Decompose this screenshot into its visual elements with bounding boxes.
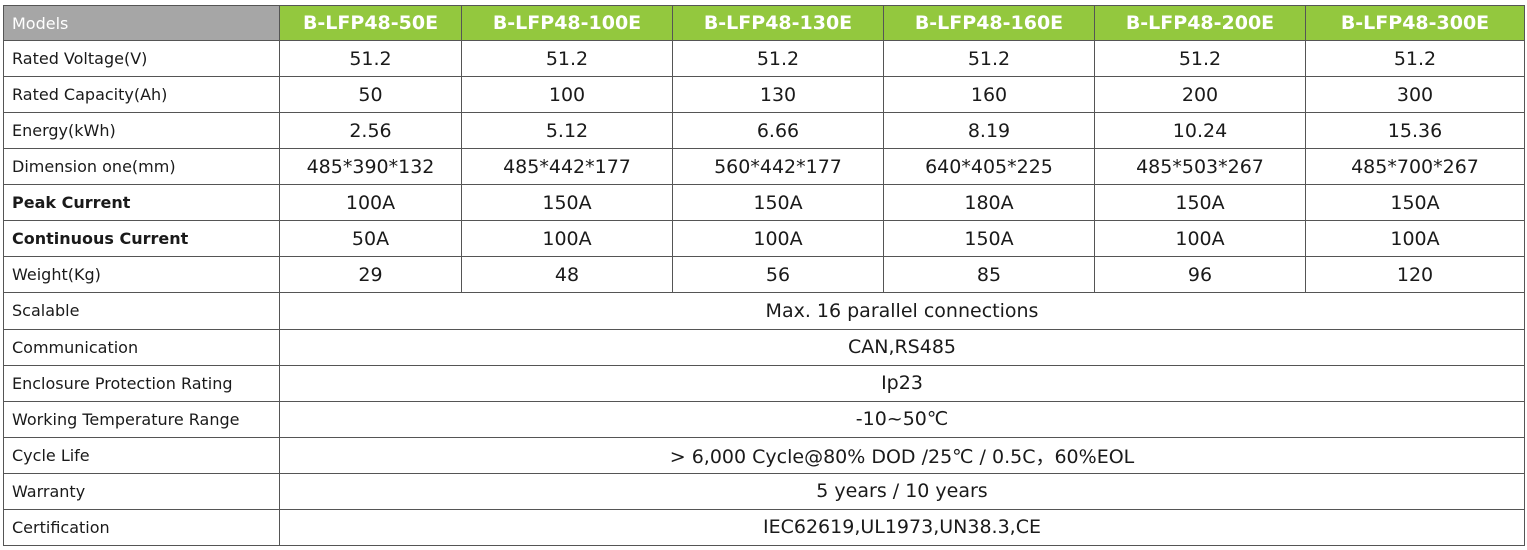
table-row-working-temperature: Working Temperature Range -10~50℃ [3, 400, 1525, 438]
row-label: Warranty [3, 472, 280, 510]
table-cell: 640*405*225 [883, 148, 1095, 186]
table-cell: 96 [1094, 256, 1306, 294]
row-label: Working Temperature Range [3, 400, 280, 438]
table-cell: 51.2 [279, 39, 462, 78]
model-header-b-lfp48-100e: B-LFP48-100E [461, 5, 673, 41]
table-row-energy: Energy(kWh) 2.56 5.12 6.66 8.19 10.24 15… [3, 112, 1525, 150]
row-label: Cycle Life [3, 436, 280, 474]
table-cell: 100A [1094, 220, 1306, 258]
table-cell: 150A [883, 220, 1095, 258]
table-cell: 50 [279, 76, 462, 114]
table-cell: 560*442*177 [672, 148, 884, 186]
row-label: Dimension one(mm) [3, 148, 280, 186]
table-cell: 100A [672, 220, 884, 258]
merged-cell: CAN,RS485 [279, 328, 1525, 366]
table-cell: 100 [461, 76, 673, 114]
row-label: Rated Capacity(Ah) [3, 76, 280, 114]
table-row-enclosure-protection: Enclosure Protection Rating Ip23 [3, 364, 1525, 402]
table-cell: 100A [1305, 220, 1525, 258]
table-cell: 51.2 [1094, 39, 1306, 78]
row-label: Communication [3, 328, 280, 366]
table-cell: 85 [883, 256, 1095, 294]
table-row-weight: Weight(Kg) 29 48 56 85 96 120 [3, 256, 1525, 294]
row-label: Certification [3, 508, 280, 547]
table-cell: 200 [1094, 76, 1306, 114]
table-row-scalable: Scalable Max. 16 parallel connections [3, 292, 1525, 330]
row-label: Rated Voltage(V) [3, 39, 280, 78]
table-cell: 150A [672, 184, 884, 222]
table-cell: 180A [883, 184, 1095, 222]
table-cell: 6.66 [672, 112, 884, 150]
table-cell: 150A [1305, 184, 1525, 222]
table-cell: 130 [672, 76, 884, 114]
table-cell: 8.19 [883, 112, 1095, 150]
table-cell: 485*442*177 [461, 148, 673, 186]
table-row-rated-voltage: Rated Voltage(V) 51.2 51.2 51.2 51.2 51.… [3, 39, 1525, 78]
table-cell: 485*503*267 [1094, 148, 1306, 186]
spec-table: Models B-LFP48-50E B-LFP48-100E B-LFP48-… [3, 5, 1525, 547]
table-cell: 51.2 [672, 39, 884, 78]
table-cell: 100A [279, 184, 462, 222]
table-cell: 51.2 [1305, 39, 1525, 78]
model-header-b-lfp48-300e: B-LFP48-300E [1305, 5, 1525, 41]
merged-cell: > 6,000 Cycle@80% DOD /25℃ / 0.5C，60%EOL [279, 436, 1525, 474]
table-cell: 160 [883, 76, 1095, 114]
merged-cell: Ip23 [279, 364, 1525, 402]
table-cell: 150A [461, 184, 673, 222]
row-label: Peak Current [3, 184, 280, 222]
table-cell: 2.56 [279, 112, 462, 150]
table-cell: 50A [279, 220, 462, 258]
table-cell: 100A [461, 220, 673, 258]
models-header-label: Models [3, 5, 280, 41]
table-cell: 56 [672, 256, 884, 294]
merged-cell: -10~50℃ [279, 400, 1525, 438]
table-cell: 51.2 [883, 39, 1095, 78]
model-header-b-lfp48-50e: B-LFP48-50E [279, 5, 462, 41]
row-label: Enclosure Protection Rating [3, 364, 280, 402]
table-cell: 10.24 [1094, 112, 1306, 150]
table-row-peak-current: Peak Current 100A 150A 150A 180A 150A 15… [3, 184, 1525, 222]
table-row-cycle-life: Cycle Life > 6,000 Cycle@80% DOD /25℃ / … [3, 436, 1525, 474]
table-row-dimension: Dimension one(mm) 485*390*132 485*442*17… [3, 148, 1525, 186]
row-label: Energy(kWh) [3, 112, 280, 150]
table-cell: 485*390*132 [279, 148, 462, 186]
header-row: Models B-LFP48-50E B-LFP48-100E B-LFP48-… [3, 5, 1525, 41]
table-row-certification: Certification IEC62619,UL1973,UN38.3,CE [3, 508, 1525, 547]
row-label: Weight(Kg) [3, 256, 280, 294]
table-cell: 300 [1305, 76, 1525, 114]
table-cell: 485*700*267 [1305, 148, 1525, 186]
table-cell: 48 [461, 256, 673, 294]
merged-cell: 5 years / 10 years [279, 472, 1525, 510]
model-header-b-lfp48-200e: B-LFP48-200E [1094, 5, 1306, 41]
table-cell: 51.2 [461, 39, 673, 78]
model-header-b-lfp48-130e: B-LFP48-130E [672, 5, 884, 41]
table-row-warranty: Warranty 5 years / 10 years [3, 472, 1525, 510]
row-label: Scalable [3, 292, 280, 330]
table-row-continuous-current: Continuous Current 50A 100A 100A 150A 10… [3, 220, 1525, 258]
table-row-communication: Communication CAN,RS485 [3, 328, 1525, 366]
table-cell: 150A [1094, 184, 1306, 222]
merged-cell: Max. 16 parallel connections [279, 292, 1525, 330]
table-cell: 15.36 [1305, 112, 1525, 150]
row-label: Continuous Current [3, 220, 280, 258]
table-cell: 120 [1305, 256, 1525, 294]
table-row-rated-capacity: Rated Capacity(Ah) 50 100 130 160 200 30… [3, 76, 1525, 114]
model-header-b-lfp48-160e: B-LFP48-160E [883, 5, 1095, 41]
table-cell: 5.12 [461, 112, 673, 150]
merged-cell: IEC62619,UL1973,UN38.3,CE [279, 508, 1525, 547]
table-cell: 29 [279, 256, 462, 294]
